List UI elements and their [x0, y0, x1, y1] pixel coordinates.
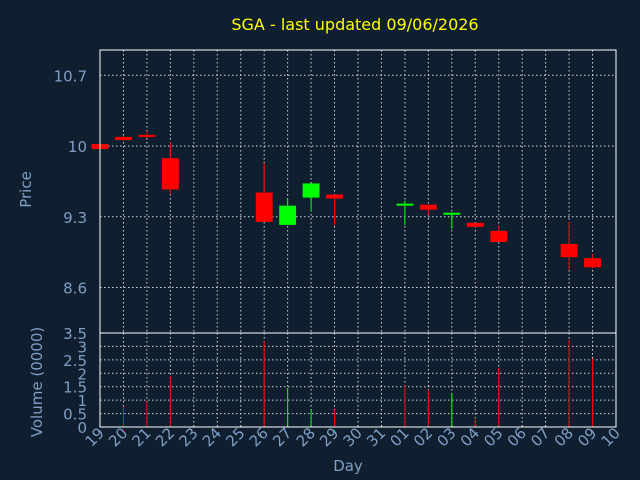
candle-up: [443, 212, 461, 215]
price-tick-label: 9.3: [63, 209, 87, 227]
candle-down: [255, 192, 273, 222]
x-tick-label: 10: [598, 424, 624, 450]
x-tick-label: 22: [152, 424, 178, 450]
price-tick-label: 10.7: [54, 67, 87, 85]
volume-tick-label: 3: [77, 338, 87, 356]
x-tick-label: 01: [387, 424, 413, 450]
volume-panel: 00.511.522.533.5: [63, 325, 617, 437]
x-tick-label: 08: [551, 424, 577, 450]
x-tick-label: 30: [340, 424, 366, 450]
volume-tick-label: 3.5: [63, 325, 87, 343]
price-axis-label: Price: [17, 171, 35, 208]
candle-down: [490, 230, 508, 243]
x-axis: 1920212223242526272829303101020304050607…: [82, 424, 624, 450]
x-tick-label: 25: [222, 424, 248, 450]
price-tick-label: 8.6: [63, 280, 87, 298]
candle-down: [584, 258, 601, 268]
x-tick-label: 21: [129, 424, 155, 450]
candle-down: [161, 158, 179, 190]
volume-tick-label: 1: [77, 392, 87, 410]
chart-title: SGA - last updated 09/06/2026: [231, 15, 478, 34]
volume-tick-label: 0.5: [63, 406, 87, 424]
price-tick-label: 10: [68, 138, 87, 156]
x-tick-label: 05: [480, 424, 506, 450]
candle-down: [419, 204, 437, 210]
price-panel: 8.6 9.3 10 10.7: [54, 49, 617, 334]
x-tick-label: 29: [316, 424, 342, 450]
x-tick-label: 06: [504, 424, 530, 450]
x-tick-label: 09: [574, 424, 600, 450]
volume-panel-frame: [99, 332, 617, 428]
candle-down: [560, 244, 578, 258]
x-tick-label: 04: [457, 424, 483, 450]
candle-up: [396, 203, 414, 206]
candle-down: [326, 194, 343, 199]
x-tick-label: 07: [527, 424, 553, 450]
x-tick-label: 24: [199, 424, 225, 450]
x-tick-label: 02: [410, 424, 436, 450]
candle-up: [302, 183, 320, 198]
x-tick-label: 26: [246, 424, 272, 450]
volume-axis-label: Volume (0000): [28, 327, 46, 437]
volume-tick-label: 0: [77, 419, 87, 437]
x-tick-label: 28: [293, 424, 319, 450]
x-tick-label: 27: [269, 424, 295, 450]
candle-up: [279, 205, 297, 225]
candle-down: [115, 136, 132, 140]
x-tick-label: 03: [433, 424, 459, 450]
volume-tick-label: 2.5: [63, 352, 87, 370]
volume-tick-label: 1.5: [63, 379, 87, 397]
x-tick-label: 31: [363, 424, 389, 450]
x-tick-label: 20: [105, 424, 131, 450]
volume-tick-label: 2: [77, 365, 87, 383]
candle-down: [138, 134, 156, 137]
x-tick-label: 23: [175, 424, 201, 450]
x-axis-label: Day: [333, 457, 363, 475]
candle-down: [466, 222, 484, 227]
